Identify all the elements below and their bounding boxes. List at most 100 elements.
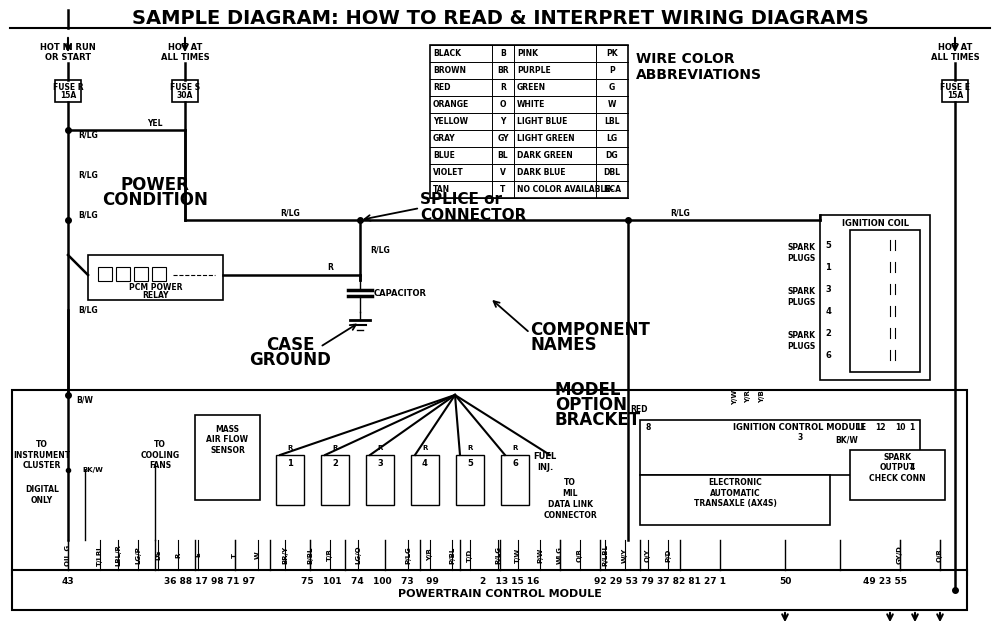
Text: O/R: O/R <box>937 548 943 562</box>
Text: W: W <box>255 551 261 559</box>
Text: TO
INSTRUMENT
CLUSTER: TO INSTRUMENT CLUSTER <box>13 440 71 470</box>
Text: 6: 6 <box>825 350 831 360</box>
Text: 1: 1 <box>825 263 831 272</box>
Text: Y/R: Y/R <box>745 391 751 403</box>
Text: R: R <box>377 445 383 451</box>
Text: R: R <box>287 445 293 451</box>
Text: SPLICE or: SPLICE or <box>420 193 502 207</box>
Text: NAMES: NAMES <box>530 336 597 354</box>
Bar <box>640 475 830 525</box>
Text: R: R <box>422 445 428 451</box>
Text: 49 23 55: 49 23 55 <box>863 578 907 587</box>
Text: TAN: TAN <box>433 185 450 194</box>
Text: O/Y: O/Y <box>645 548 651 562</box>
Text: HOT IN RUN: HOT IN RUN <box>40 42 96 52</box>
Text: R/LG: R/LG <box>495 546 501 564</box>
Text: VIOLET: VIOLET <box>433 168 464 177</box>
Text: POWERTRAIN CONTROL MODULE: POWERTRAIN CONTROL MODULE <box>398 589 602 599</box>
Bar <box>152 267 166 281</box>
Text: P/W: P/W <box>537 547 543 563</box>
Text: 50: 50 <box>779 578 791 587</box>
Text: FUSE R: FUSE R <box>53 83 83 91</box>
Text: 11: 11 <box>855 423 865 433</box>
Text: ABBREVIATIONS: ABBREVIATIONS <box>636 68 762 82</box>
Text: ELECTRONIC
AUTOMATIC
TRANSAXLE (AX4S): ELECTRONIC AUTOMATIC TRANSAXLE (AX4S) <box>694 478 776 508</box>
Text: O: O <box>500 100 506 109</box>
Text: GY: GY <box>497 134 509 143</box>
Text: 75   101   74   100   73    99: 75 101 74 100 73 99 <box>301 578 439 587</box>
Text: 3: 3 <box>797 433 803 442</box>
Text: R/LG: R/LG <box>280 209 300 217</box>
Text: R: R <box>332 445 338 451</box>
Text: 5: 5 <box>467 459 473 467</box>
Text: O/B: O/B <box>577 548 583 562</box>
Text: ALL TIMES: ALL TIMES <box>931 52 979 62</box>
Bar <box>12 570 967 610</box>
Text: T/D: T/D <box>467 548 473 561</box>
Text: DG: DG <box>606 151 618 160</box>
Text: B/LG: B/LG <box>78 210 98 219</box>
Bar <box>134 267 148 281</box>
Bar <box>366 455 394 505</box>
Text: CONDITION: CONDITION <box>102 191 208 209</box>
Text: OPTION: OPTION <box>555 396 627 414</box>
Bar <box>55 80 81 102</box>
Text: 2   13 15 16: 2 13 15 16 <box>480 578 540 587</box>
Text: 15A: 15A <box>947 91 963 101</box>
Text: HOT AT: HOT AT <box>168 42 202 52</box>
Text: BL: BL <box>498 151 508 160</box>
Text: R: R <box>500 83 506 92</box>
Text: E: E <box>195 553 201 558</box>
Text: SPARK
OUTPUT
CHECK CONN: SPARK OUTPUT CHECK CONN <box>869 453 926 483</box>
Text: G: G <box>609 83 615 92</box>
Text: WLG: WLG <box>557 546 563 564</box>
Text: PINK: PINK <box>517 49 538 58</box>
Text: IGNITION COIL: IGNITION COIL <box>842 219 908 227</box>
Text: P: P <box>609 66 615 75</box>
Text: Y/W: Y/W <box>732 389 738 404</box>
Text: LIGHT GREEN: LIGHT GREEN <box>517 134 575 143</box>
Text: T/B: T/B <box>327 549 333 561</box>
Bar <box>116 267 130 281</box>
Text: SAMPLE DIAGRAM: HOW TO READ & INTERPRET WIRING DIAGRAMS: SAMPLE DIAGRAM: HOW TO READ & INTERPRET … <box>132 8 868 28</box>
Bar <box>501 455 529 505</box>
Text: BRACKET: BRACKET <box>555 411 641 429</box>
Text: 1: 1 <box>287 459 293 467</box>
Text: CASE: CASE <box>266 336 314 354</box>
Text: T: T <box>500 185 506 194</box>
Text: 3: 3 <box>825 285 831 294</box>
Bar <box>195 415 260 500</box>
Text: LG: LG <box>606 134 618 143</box>
Text: 43: 43 <box>62 578 74 587</box>
Text: CONNECTOR: CONNECTOR <box>420 207 526 222</box>
Bar <box>850 450 945 500</box>
Text: FUEL
INJ.: FUEL INJ. <box>533 452 557 472</box>
Text: GROUND: GROUND <box>249 351 331 369</box>
Text: MODEL: MODEL <box>555 381 622 399</box>
Text: R/LG: R/LG <box>78 171 98 180</box>
Text: GY/D: GY/D <box>897 546 903 564</box>
Text: TO
COOLING
FANS: TO COOLING FANS <box>140 440 180 470</box>
Text: 12: 12 <box>875 423 885 433</box>
Text: DARK GREEN: DARK GREEN <box>517 151 573 160</box>
Text: ALL TIMES: ALL TIMES <box>161 52 209 62</box>
Text: GRAY: GRAY <box>433 134 456 143</box>
Text: DIGITAL
ONLY: DIGITAL ONLY <box>25 485 59 505</box>
Bar <box>820 215 930 380</box>
Text: BLACK: BLACK <box>433 49 461 58</box>
Bar <box>321 455 349 505</box>
Text: WIRE COLOR: WIRE COLOR <box>636 52 735 66</box>
Text: MASS
AIR FLOW
SENSOR: MASS AIR FLOW SENSOR <box>207 425 248 455</box>
Text: T: T <box>232 553 238 558</box>
Text: LBL/R: LBL/R <box>115 544 121 566</box>
Text: DATA LINK
CONNECTOR: DATA LINK CONNECTOR <box>543 500 597 520</box>
Text: P/LG: P/LG <box>405 546 411 564</box>
Text: R/LG: R/LG <box>78 130 98 139</box>
Text: 5: 5 <box>825 241 831 249</box>
Text: V: V <box>500 168 506 177</box>
Text: BK/W: BK/W <box>835 435 858 445</box>
Text: OR START: OR START <box>45 52 91 62</box>
Text: 30A: 30A <box>177 91 193 101</box>
Text: R/LG: R/LG <box>370 246 390 255</box>
Text: W/Y: W/Y <box>622 547 628 563</box>
